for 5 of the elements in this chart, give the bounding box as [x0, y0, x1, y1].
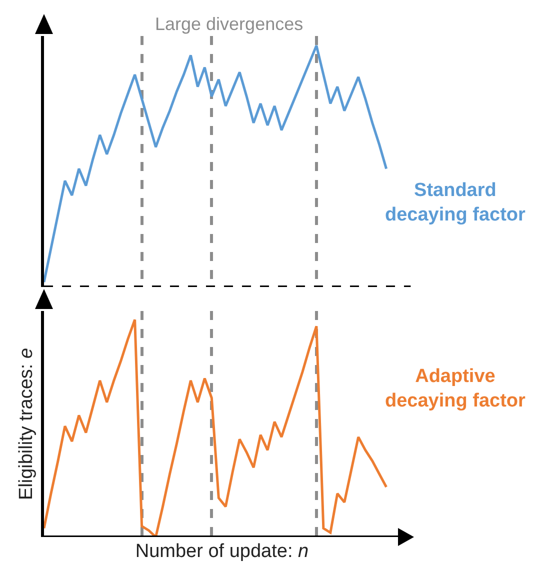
text: Large divergences — [155, 14, 304, 34]
y-axis-title: Eligibility traces: e — [16, 348, 37, 500]
series-label: Adaptive decaying factor — [385, 366, 526, 412]
series-label: Standard decaying factor — [385, 180, 526, 226]
x-axis-title: Number of update: n — [135, 540, 309, 562]
